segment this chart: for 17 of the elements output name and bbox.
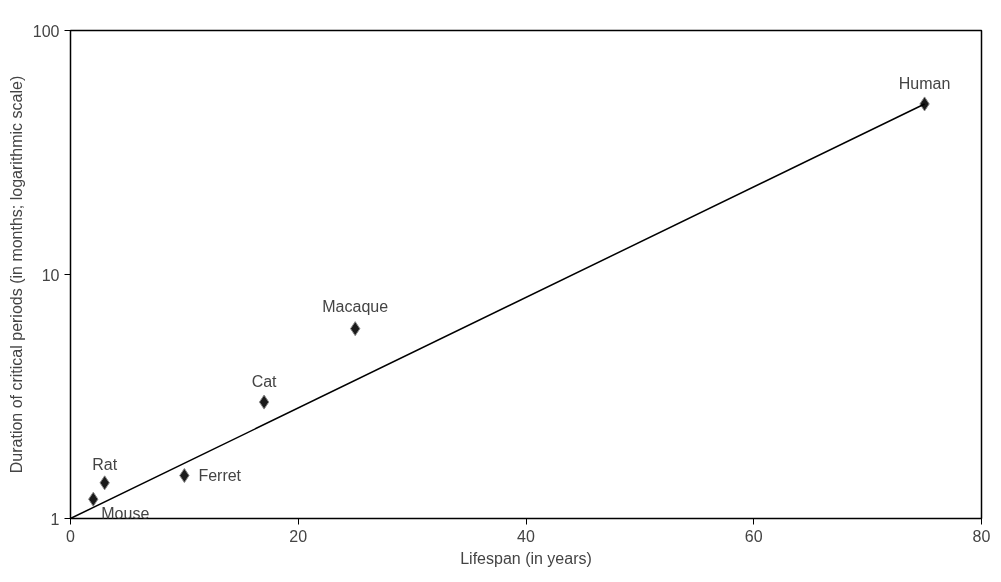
x-tick-label: 40: [517, 527, 535, 545]
annotation: Rat: [92, 455, 118, 473]
annotation: Ferret: [198, 467, 242, 485]
x-axis-title: Lifespan (in years): [460, 549, 592, 567]
y-tick-label: 10: [41, 266, 60, 284]
x-tick-label: 60: [744, 527, 763, 545]
x-tick-label: 0: [66, 527, 76, 545]
annotation: Mouse: [101, 505, 150, 523]
y-axis-title: Duration of critical periods (in months; logarithmic scale): [7, 75, 25, 474]
x-tick-label: 20: [289, 527, 308, 545]
y-tick-label: 100: [32, 22, 60, 40]
y-tick-label: 1: [50, 510, 60, 528]
annotation: Macaque: [322, 297, 389, 315]
annotation: Human: [898, 74, 951, 92]
annotation: Cat: [251, 373, 278, 391]
point: [258, 394, 270, 410]
x-tick-label: 80: [972, 527, 991, 545]
